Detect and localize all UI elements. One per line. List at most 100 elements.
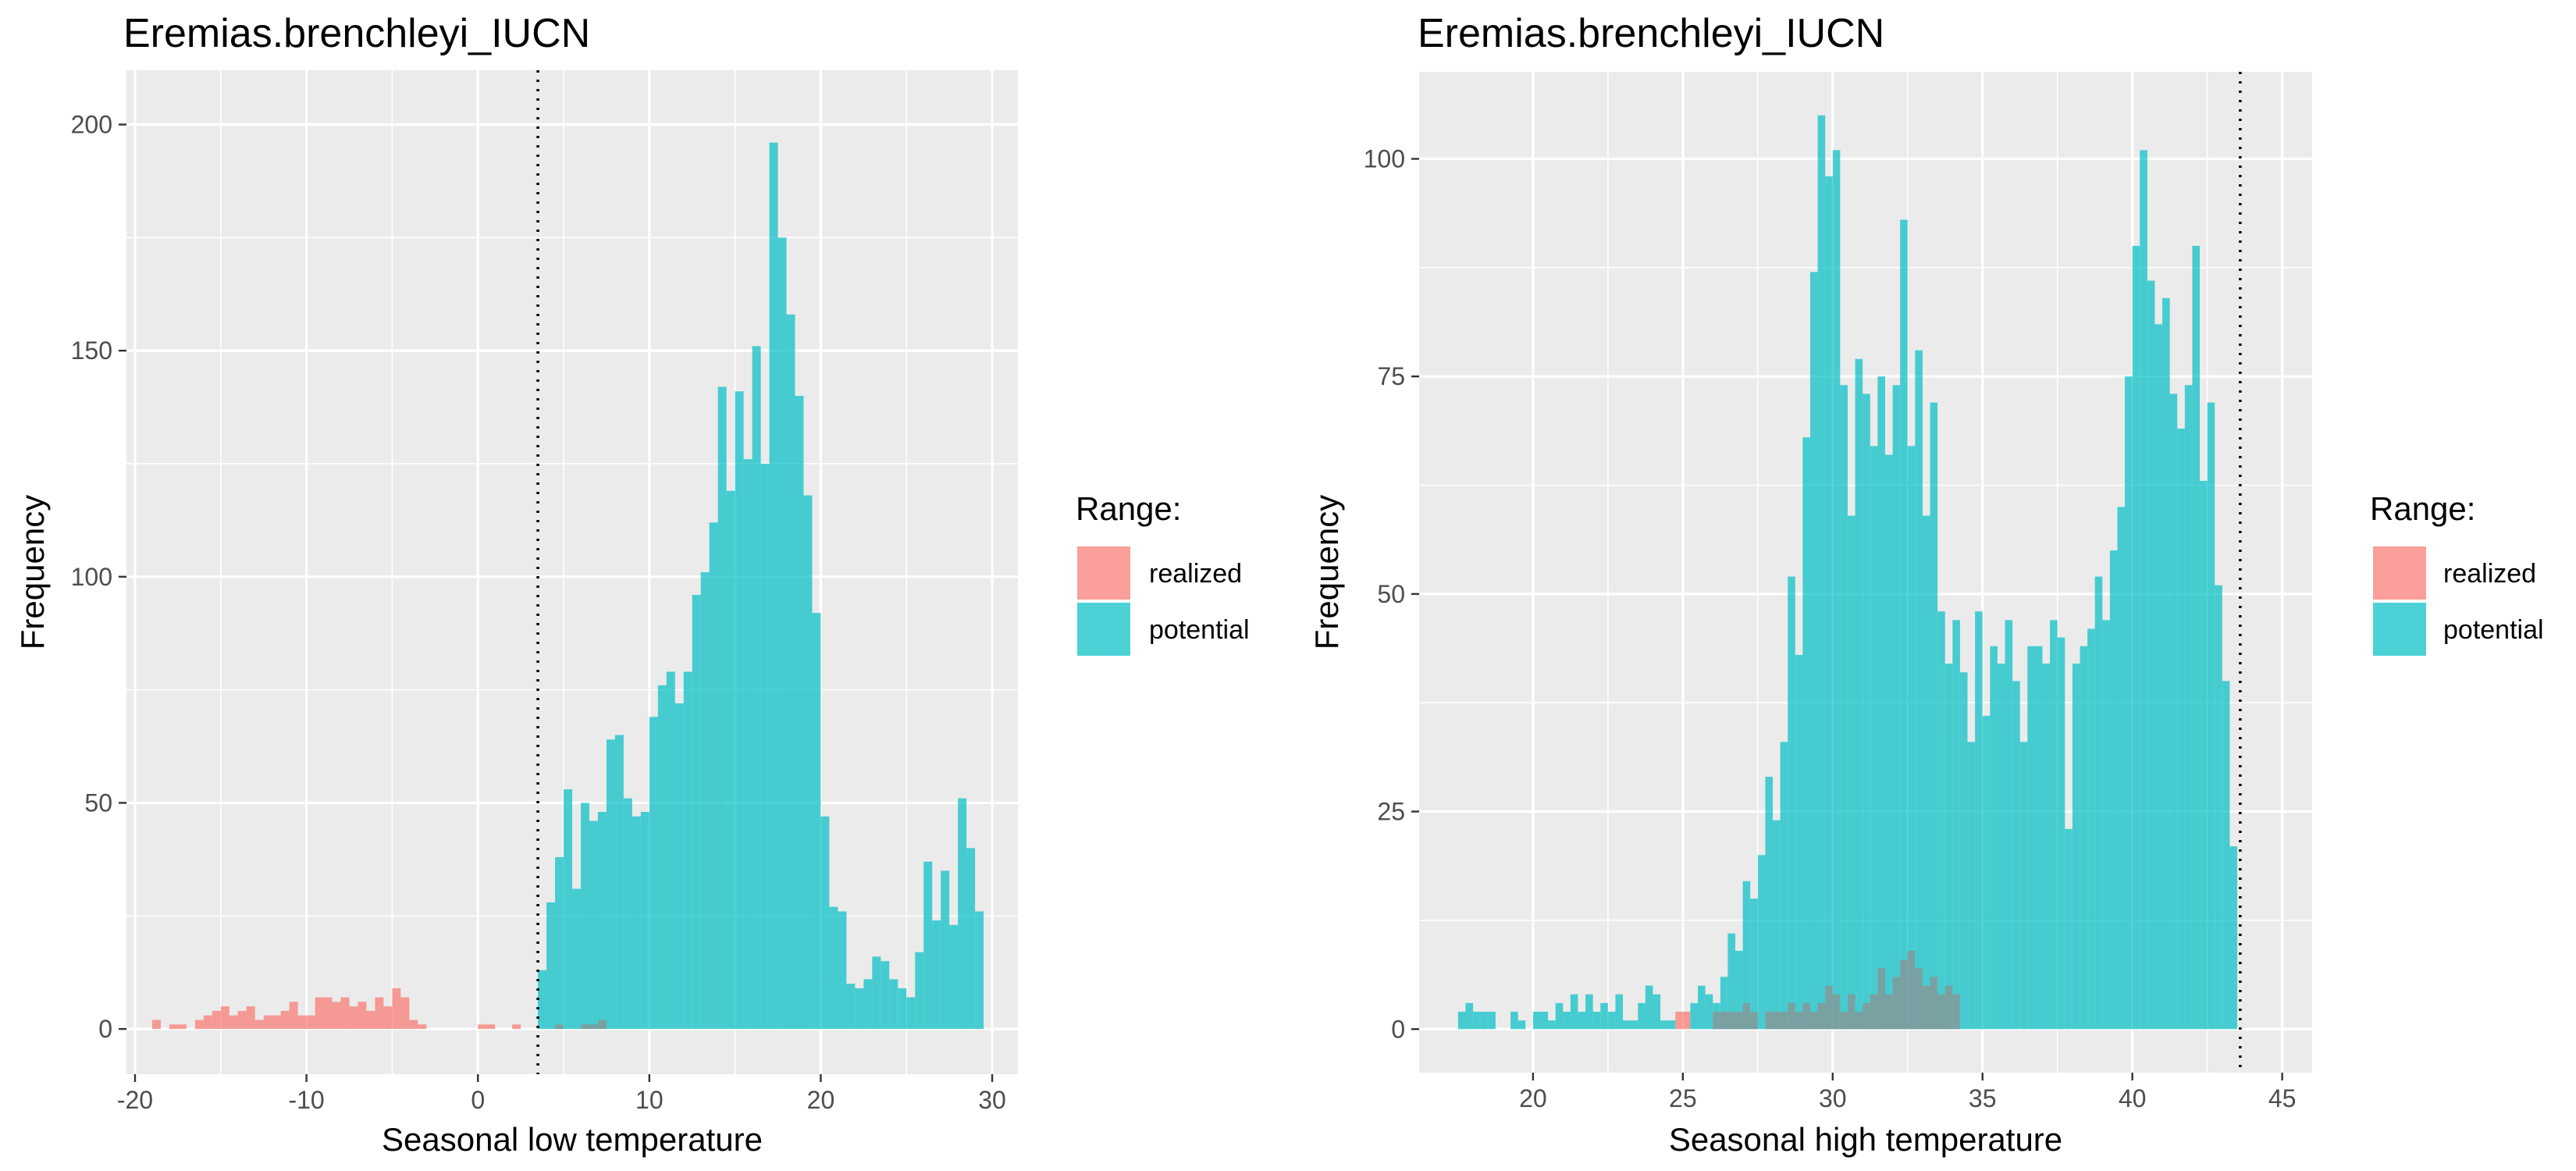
- bar-potential: [2154, 324, 2163, 1030]
- right-x-axis: 20 25 30 35 40 45: [1519, 1073, 2296, 1112]
- bar-potential: [1892, 385, 1901, 1030]
- bar-potential: [1772, 820, 1781, 1030]
- bar-potential: [1809, 272, 1818, 1030]
- right-legend: Range: realized potential: [2370, 490, 2544, 656]
- bar-realized: [1682, 1011, 1691, 1030]
- bar-potential: [640, 812, 649, 1030]
- bar-potential: [1817, 115, 1826, 1030]
- bar-realized: [254, 1020, 264, 1030]
- left-legend-title: Range:: [1076, 490, 1181, 527]
- bar-potential: [838, 911, 847, 1030]
- bar-potential: [872, 956, 881, 1030]
- bar-realized: [212, 1010, 221, 1030]
- bar-potential: [1967, 742, 1976, 1030]
- bar-overlap: [1892, 977, 1901, 1030]
- bar-overlap: [1772, 1011, 1781, 1030]
- bar-overlap: [1750, 1011, 1758, 1030]
- bar-overlap: [1735, 1011, 1743, 1030]
- bar-potential: [2222, 681, 2230, 1030]
- right-histogram-panel: Eremias.brenchleyi_IUCN 20 25 30 35 40 45 0 25…: [1308, 11, 2312, 1158]
- x-tick-label: 25: [1669, 1084, 1697, 1112]
- bar-potential: [2177, 429, 2185, 1030]
- bar-potential: [2184, 385, 2193, 1030]
- bar-realized: [366, 1010, 375, 1030]
- bar-potential: [1832, 150, 1841, 1030]
- bar-potential: [2169, 393, 2178, 1030]
- bar-potential: [1653, 994, 1661, 1030]
- bar-potential: [1548, 1020, 1556, 1030]
- bar-potential: [1840, 385, 1848, 1030]
- x-tick-label: 10: [635, 1086, 664, 1114]
- bar-overlap: [1825, 985, 1833, 1030]
- y-tick-label: 0: [98, 1015, 112, 1043]
- bar-potential: [2005, 620, 2013, 1030]
- y-tick-label: 50: [1377, 580, 1405, 608]
- bar-realized: [246, 1006, 255, 1030]
- bar-potential: [941, 870, 950, 1030]
- bar-potential: [632, 816, 641, 1030]
- x-tick-label: 40: [2119, 1084, 2147, 1112]
- bar-realized: [151, 1020, 161, 1030]
- bar-potential: [1952, 620, 1960, 1030]
- bar-realized: [272, 1015, 281, 1030]
- y-tick-label: 150: [71, 336, 112, 365]
- bar-potential: [1959, 672, 1968, 1030]
- bar-overlap: [1742, 1002, 1751, 1030]
- bar-potential: [863, 979, 873, 1030]
- left-y-axis: 0 50 100 150 200: [71, 111, 126, 1043]
- left-legend-label-realized: realized: [1149, 559, 1242, 589]
- bar-potential: [2192, 245, 2201, 1030]
- bar-potential: [546, 902, 556, 1030]
- bar-potential: [1660, 1020, 1668, 1030]
- bar-realized: [280, 1010, 290, 1030]
- bar-overlap: [1870, 994, 1878, 1030]
- bar-overlap: [1847, 994, 1856, 1030]
- bar-realized: [203, 1015, 212, 1030]
- bar-potential: [2065, 828, 2073, 1030]
- bar-potential: [606, 739, 615, 1030]
- bar-overlap: [1780, 1011, 1788, 1030]
- right-legend-label-potential: potential: [2443, 615, 2544, 645]
- bar-realized: [418, 1024, 427, 1030]
- bar-potential: [2125, 376, 2133, 1030]
- bar-potential: [2012, 681, 2020, 1030]
- bar-potential: [597, 812, 607, 1030]
- bar-potential: [1540, 1011, 1549, 1030]
- bar-potential: [1615, 994, 1624, 1030]
- bar-potential: [898, 988, 907, 1030]
- bar-potential: [1585, 994, 1593, 1030]
- y-tick-label: 200: [71, 111, 112, 139]
- bar-potential: [1727, 933, 1736, 1030]
- bar-potential: [2034, 646, 2043, 1030]
- bar-overlap: [1915, 968, 1923, 1030]
- bar-overlap: [1907, 950, 1916, 1030]
- bar-overlap: [1788, 1002, 1795, 1030]
- bar-potential: [1750, 899, 1758, 1030]
- x-tick-label: 30: [978, 1086, 1006, 1114]
- bar-potential: [2132, 245, 2140, 1030]
- bar-overlap: [1930, 977, 1938, 1030]
- bar-potential: [1855, 358, 1863, 1030]
- bar-potential: [726, 490, 735, 1030]
- bar-potential: [881, 961, 890, 1030]
- bar-potential: [1937, 611, 1945, 1030]
- left-x-axis-title: Seasonal low temperature: [382, 1121, 763, 1158]
- right-legend-swatch-realized: [2373, 546, 2426, 600]
- bar-potential: [812, 613, 821, 1030]
- x-tick-label: 20: [807, 1086, 835, 1114]
- bar-potential: [564, 789, 572, 1030]
- bar-potential: [572, 888, 581, 1030]
- bar-overlap: [1809, 1011, 1818, 1030]
- bar-overlap: [1884, 994, 1893, 1030]
- bar-potential: [769, 142, 778, 1030]
- bar-realized: [315, 997, 324, 1030]
- bar-potential: [674, 703, 684, 1030]
- y-tick-label: 25: [1377, 798, 1405, 826]
- bar-potential: [1922, 515, 1930, 1030]
- bar-potential: [2050, 620, 2058, 1030]
- bar-overlap: [1720, 1011, 1728, 1030]
- bar-potential: [1877, 376, 1885, 1030]
- right-legend-label-realized: realized: [2443, 559, 2536, 589]
- bar-potential: [949, 924, 959, 1030]
